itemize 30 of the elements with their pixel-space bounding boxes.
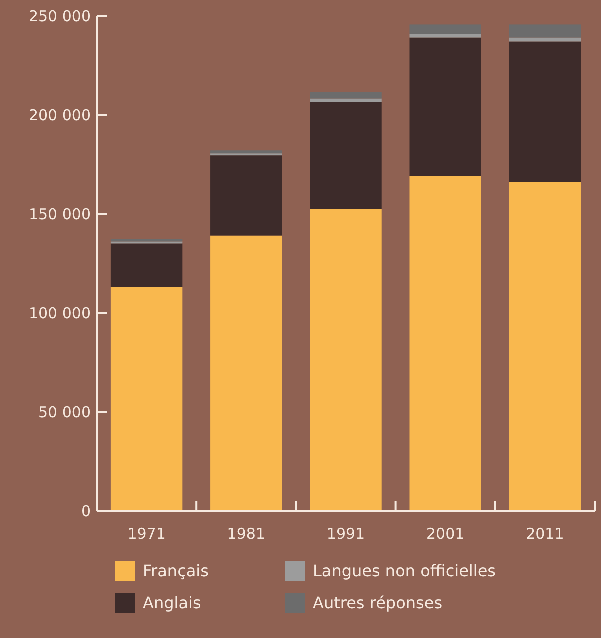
bar	[310, 209, 382, 511]
bar	[210, 150, 282, 154]
x-tick-label: 1981	[227, 525, 266, 543]
bar	[110, 287, 183, 511]
y-tick-label: 200 000	[28, 106, 91, 124]
bar	[310, 102, 382, 210]
y-tick-label: 0	[81, 502, 91, 520]
bar	[210, 156, 282, 236]
legend-label: Langues non officielles	[313, 562, 496, 581]
x-tick-label: 1971	[128, 525, 166, 543]
y-tick-label: 100 000	[28, 304, 91, 322]
bar	[509, 182, 582, 511]
legend-label: Français	[143, 562, 209, 581]
x-tick-label: 1991	[326, 525, 366, 543]
y-tick-label: 50 000	[38, 403, 91, 422]
y-tick-label: 250 000	[28, 7, 91, 26]
legend-label: Autres réponses	[313, 594, 443, 613]
bar	[509, 42, 582, 182]
bar	[509, 24, 582, 38]
legend-label: Anglais	[143, 594, 202, 613]
bar	[410, 34, 482, 38]
x-tick-label: 2011	[526, 525, 564, 543]
bar	[110, 244, 183, 288]
y-tick-label: 150 000	[28, 205, 91, 224]
bar	[310, 92, 382, 99]
bar	[410, 176, 482, 511]
bar	[410, 38, 482, 176]
bar	[410, 24, 482, 34]
x-tick-label: 2001	[426, 525, 465, 543]
bar	[210, 236, 282, 511]
